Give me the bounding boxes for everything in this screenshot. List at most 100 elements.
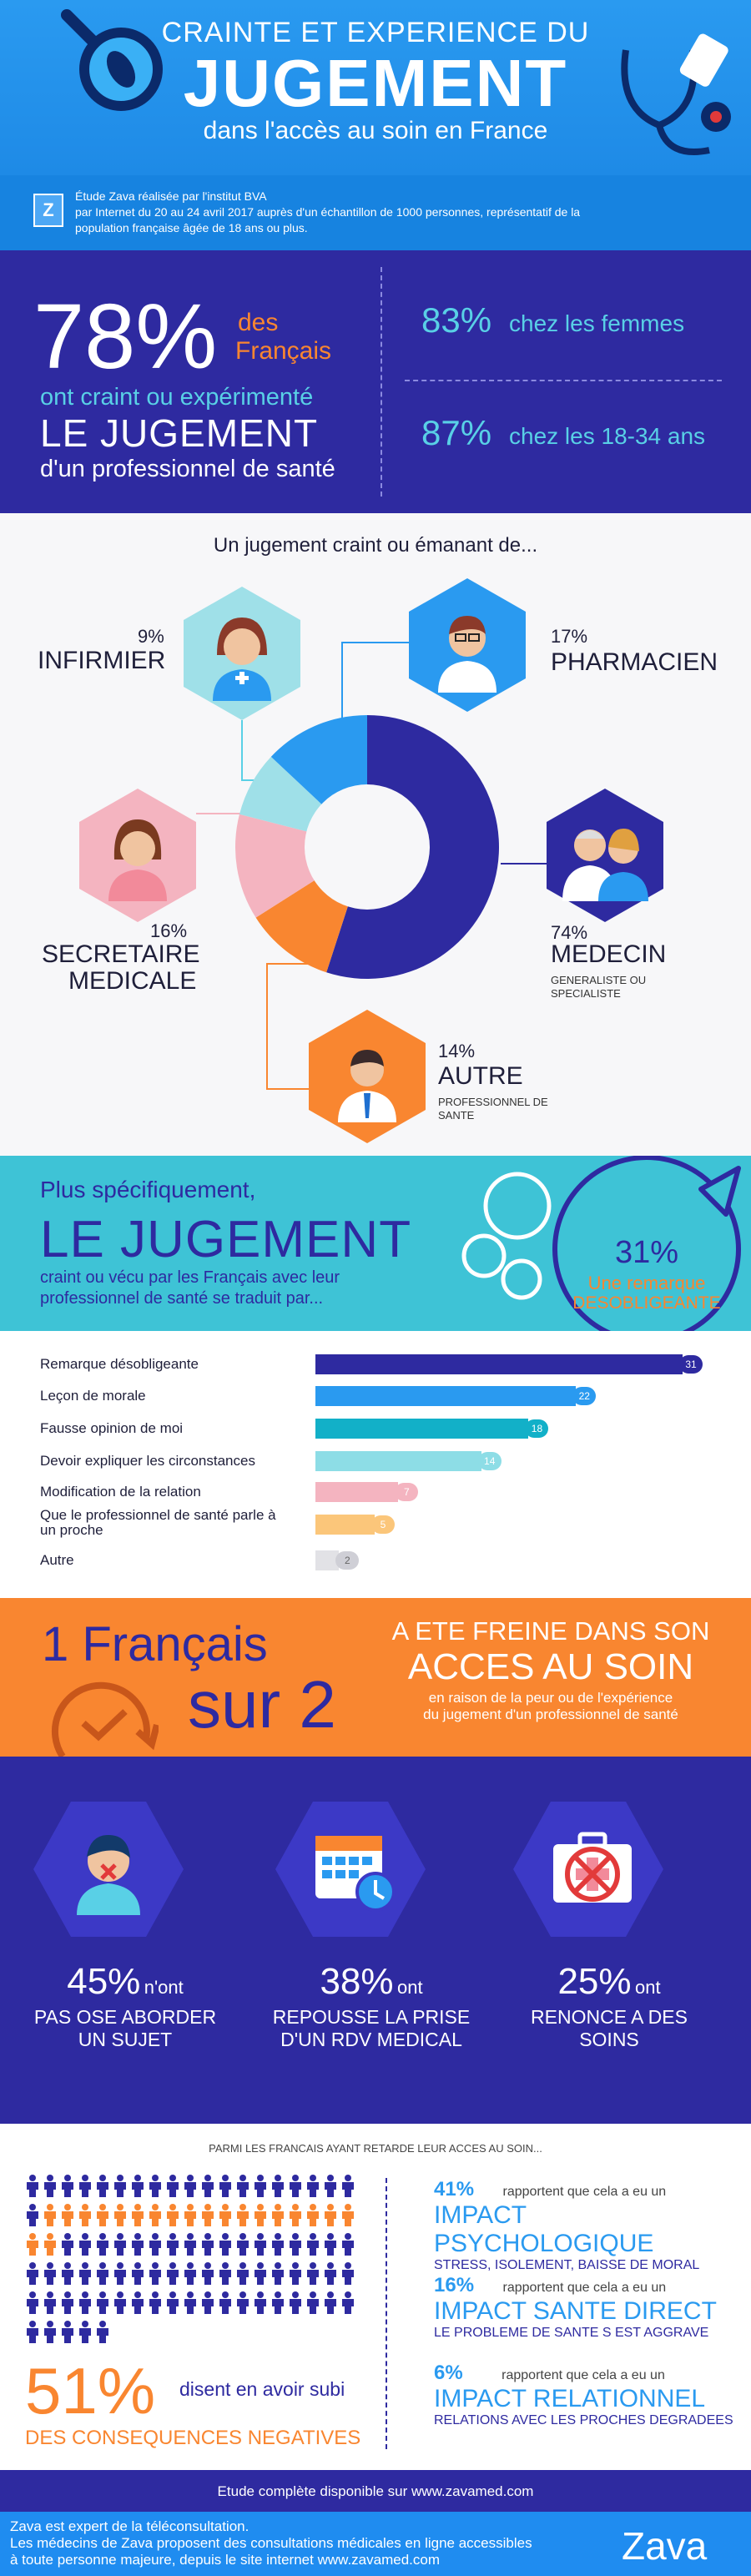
- person-icon: [290, 2233, 301, 2256]
- pharmacien-pct: 17%: [551, 626, 588, 647]
- person-icon: [27, 2204, 38, 2226]
- cons-divider: [386, 2178, 387, 2449]
- person-icon: [184, 2175, 196, 2197]
- specific-section: Plus spécifiquement, LE JUGEMENT craint …: [0, 1156, 751, 1331]
- person-icon: [114, 2175, 126, 2197]
- person-icon: [290, 2262, 301, 2285]
- autre-sub2: SANTE: [438, 1109, 475, 1122]
- person-icon: [79, 2175, 91, 2197]
- main-stats: 78% des Français ont craint ou expérimen…: [0, 250, 751, 513]
- cancelled-medkit-icon: [553, 1832, 632, 1903]
- person-icon: [27, 2291, 38, 2314]
- person-icon: [97, 2321, 108, 2343]
- person-icon: [114, 2204, 126, 2226]
- half-right1: A ETE FREINE DANS SON: [391, 1616, 710, 1646]
- stethoscope-icon: [621, 33, 731, 155]
- bubble-percent: 31%: [614, 1235, 679, 1270]
- person-icon: [149, 2175, 161, 2197]
- footer-line1: Zava est expert de la téléconsultation.: [10, 2518, 249, 2534]
- medecin-pct: 74%: [551, 922, 588, 943]
- person-icon: [184, 2291, 196, 2314]
- medecin-sub2: SPECIALISTE: [551, 987, 621, 1000]
- barrier3-line2: SOINS: [579, 2029, 639, 2050]
- bar-label: Fausse opinion de moi: [40, 1420, 184, 1436]
- secretaire-label2: MEDICALE: [68, 967, 197, 995]
- person-icon: [167, 2262, 179, 2285]
- cons-item3-sub: RELATIONS AVEC LES PROCHES DEGRADEES: [434, 2413, 733, 2427]
- person-icon: [184, 2262, 196, 2285]
- study-link-text[interactable]: Etude complète disponible sur www.zavame…: [217, 2483, 534, 2499]
- main-line2: LE JUGEMENT: [40, 411, 319, 455]
- bar-value-label: 7: [395, 1483, 419, 1501]
- person-icon: [342, 2262, 354, 2285]
- autre-label: AUTRE: [438, 1062, 523, 1090]
- person-icon: [290, 2204, 301, 2226]
- person-icon: [167, 2233, 179, 2256]
- person-icon: [342, 2233, 354, 2256]
- person-icon: [307, 2204, 319, 2226]
- cons-item1-sub: STRESS, ISOLEMENT, BAISSE DE MORAL: [434, 2258, 700, 2272]
- women-label: chez les femmes: [509, 310, 685, 336]
- specific-desc1: craint ou vécu par les Français avec leu…: [40, 1268, 340, 1287]
- specific-desc2: professionnel de santé se traduit par...: [40, 1289, 324, 1308]
- person-icon: [27, 2321, 38, 2343]
- person-icon: [132, 2262, 144, 2285]
- person-icon: [219, 2233, 231, 2256]
- person-icon: [27, 2233, 38, 2256]
- secretaire-pct: 16%: [150, 920, 188, 941]
- person-icon: [114, 2262, 126, 2285]
- barrier1-line1: PAS OSE ABORDER: [33, 2006, 217, 2028]
- person-icon: [27, 2262, 38, 2285]
- person-icon: [202, 2233, 214, 2256]
- bar: [315, 1386, 577, 1406]
- person-icon: [79, 2204, 91, 2226]
- person-icon: [132, 2204, 144, 2226]
- person-icon: [184, 2204, 196, 2226]
- person-icon: [97, 2291, 108, 2314]
- bar: [315, 1482, 399, 1502]
- barrier2-line1: REPOUSSE LA PRISE: [272, 2006, 471, 2028]
- cons-big-sub: DES CONSEQUENCES NEGATIVES: [25, 2427, 361, 2449]
- zava-logo-badge: Z: [33, 194, 63, 227]
- bar-label: Modification de la relation: [40, 1484, 201, 1500]
- bar-label: Que le professionnel de santé parle à un…: [40, 1507, 276, 1538]
- person-icon: [44, 2175, 56, 2197]
- footer-line2: Les médecins de Zava proposent des consu…: [10, 2535, 532, 2551]
- half-right2: ACCES AU SOIN: [407, 1646, 694, 1687]
- barriers-section: 45% n'ont PAS OSE ABORDER UN SUJET 38% o…: [0, 1757, 751, 2124]
- calendar-delay-icon: [315, 1836, 396, 1912]
- medecin-sub1: GENERALISTE OU: [551, 974, 647, 986]
- person-icon: [272, 2262, 284, 2285]
- person-icon: [97, 2233, 108, 2256]
- footer-brand: Zava est expert de la téléconsultation. …: [0, 2512, 751, 2576]
- person-icon: [44, 2233, 56, 2256]
- person-icon: [114, 2233, 126, 2256]
- barrier3-pct: 25%: [557, 1961, 632, 2002]
- cons-item3-pct: 6%: [434, 2362, 463, 2384]
- doctors-icon: [562, 829, 648, 901]
- person-icon: [149, 2204, 161, 2226]
- person-icon: [237, 2291, 249, 2314]
- vertical-divider: [381, 267, 382, 497]
- specific-intro: Plus spécifiquement,: [40, 1177, 256, 1202]
- person-icon: [219, 2204, 231, 2226]
- footer-line3: à toute personne majeure, depuis le site…: [10, 2552, 440, 2568]
- cons-item2-sub: LE PROBLEME DE SANTE S EST AGGRAVE: [434, 2326, 709, 2340]
- person-icon: [97, 2204, 108, 2226]
- main-francais: Français: [235, 337, 332, 365]
- medecin-label: MEDECIN: [551, 940, 667, 968]
- person-icon: [219, 2291, 231, 2314]
- person-icon: [202, 2262, 214, 2285]
- autre-sub1: PROFESSIONNEL DE: [438, 1096, 548, 1108]
- header-subtitle: dans l'accès au soin en France: [203, 117, 548, 144]
- bar: [315, 1515, 375, 1535]
- cons-item1-title: IMPACT PSYCHOLOGIQUE: [434, 2201, 654, 2257]
- person-icon: [325, 2262, 336, 2285]
- specific-title: LE JUGEMENT: [40, 1211, 412, 1268]
- person-icon: [149, 2262, 161, 2285]
- person-icon: [290, 2175, 301, 2197]
- bar-label: Autre: [40, 1552, 74, 1568]
- barrier2-pct: 38%: [320, 1961, 394, 2002]
- cons-item1-pct: 41%: [434, 2178, 475, 2200]
- person-icon: [97, 2175, 108, 2197]
